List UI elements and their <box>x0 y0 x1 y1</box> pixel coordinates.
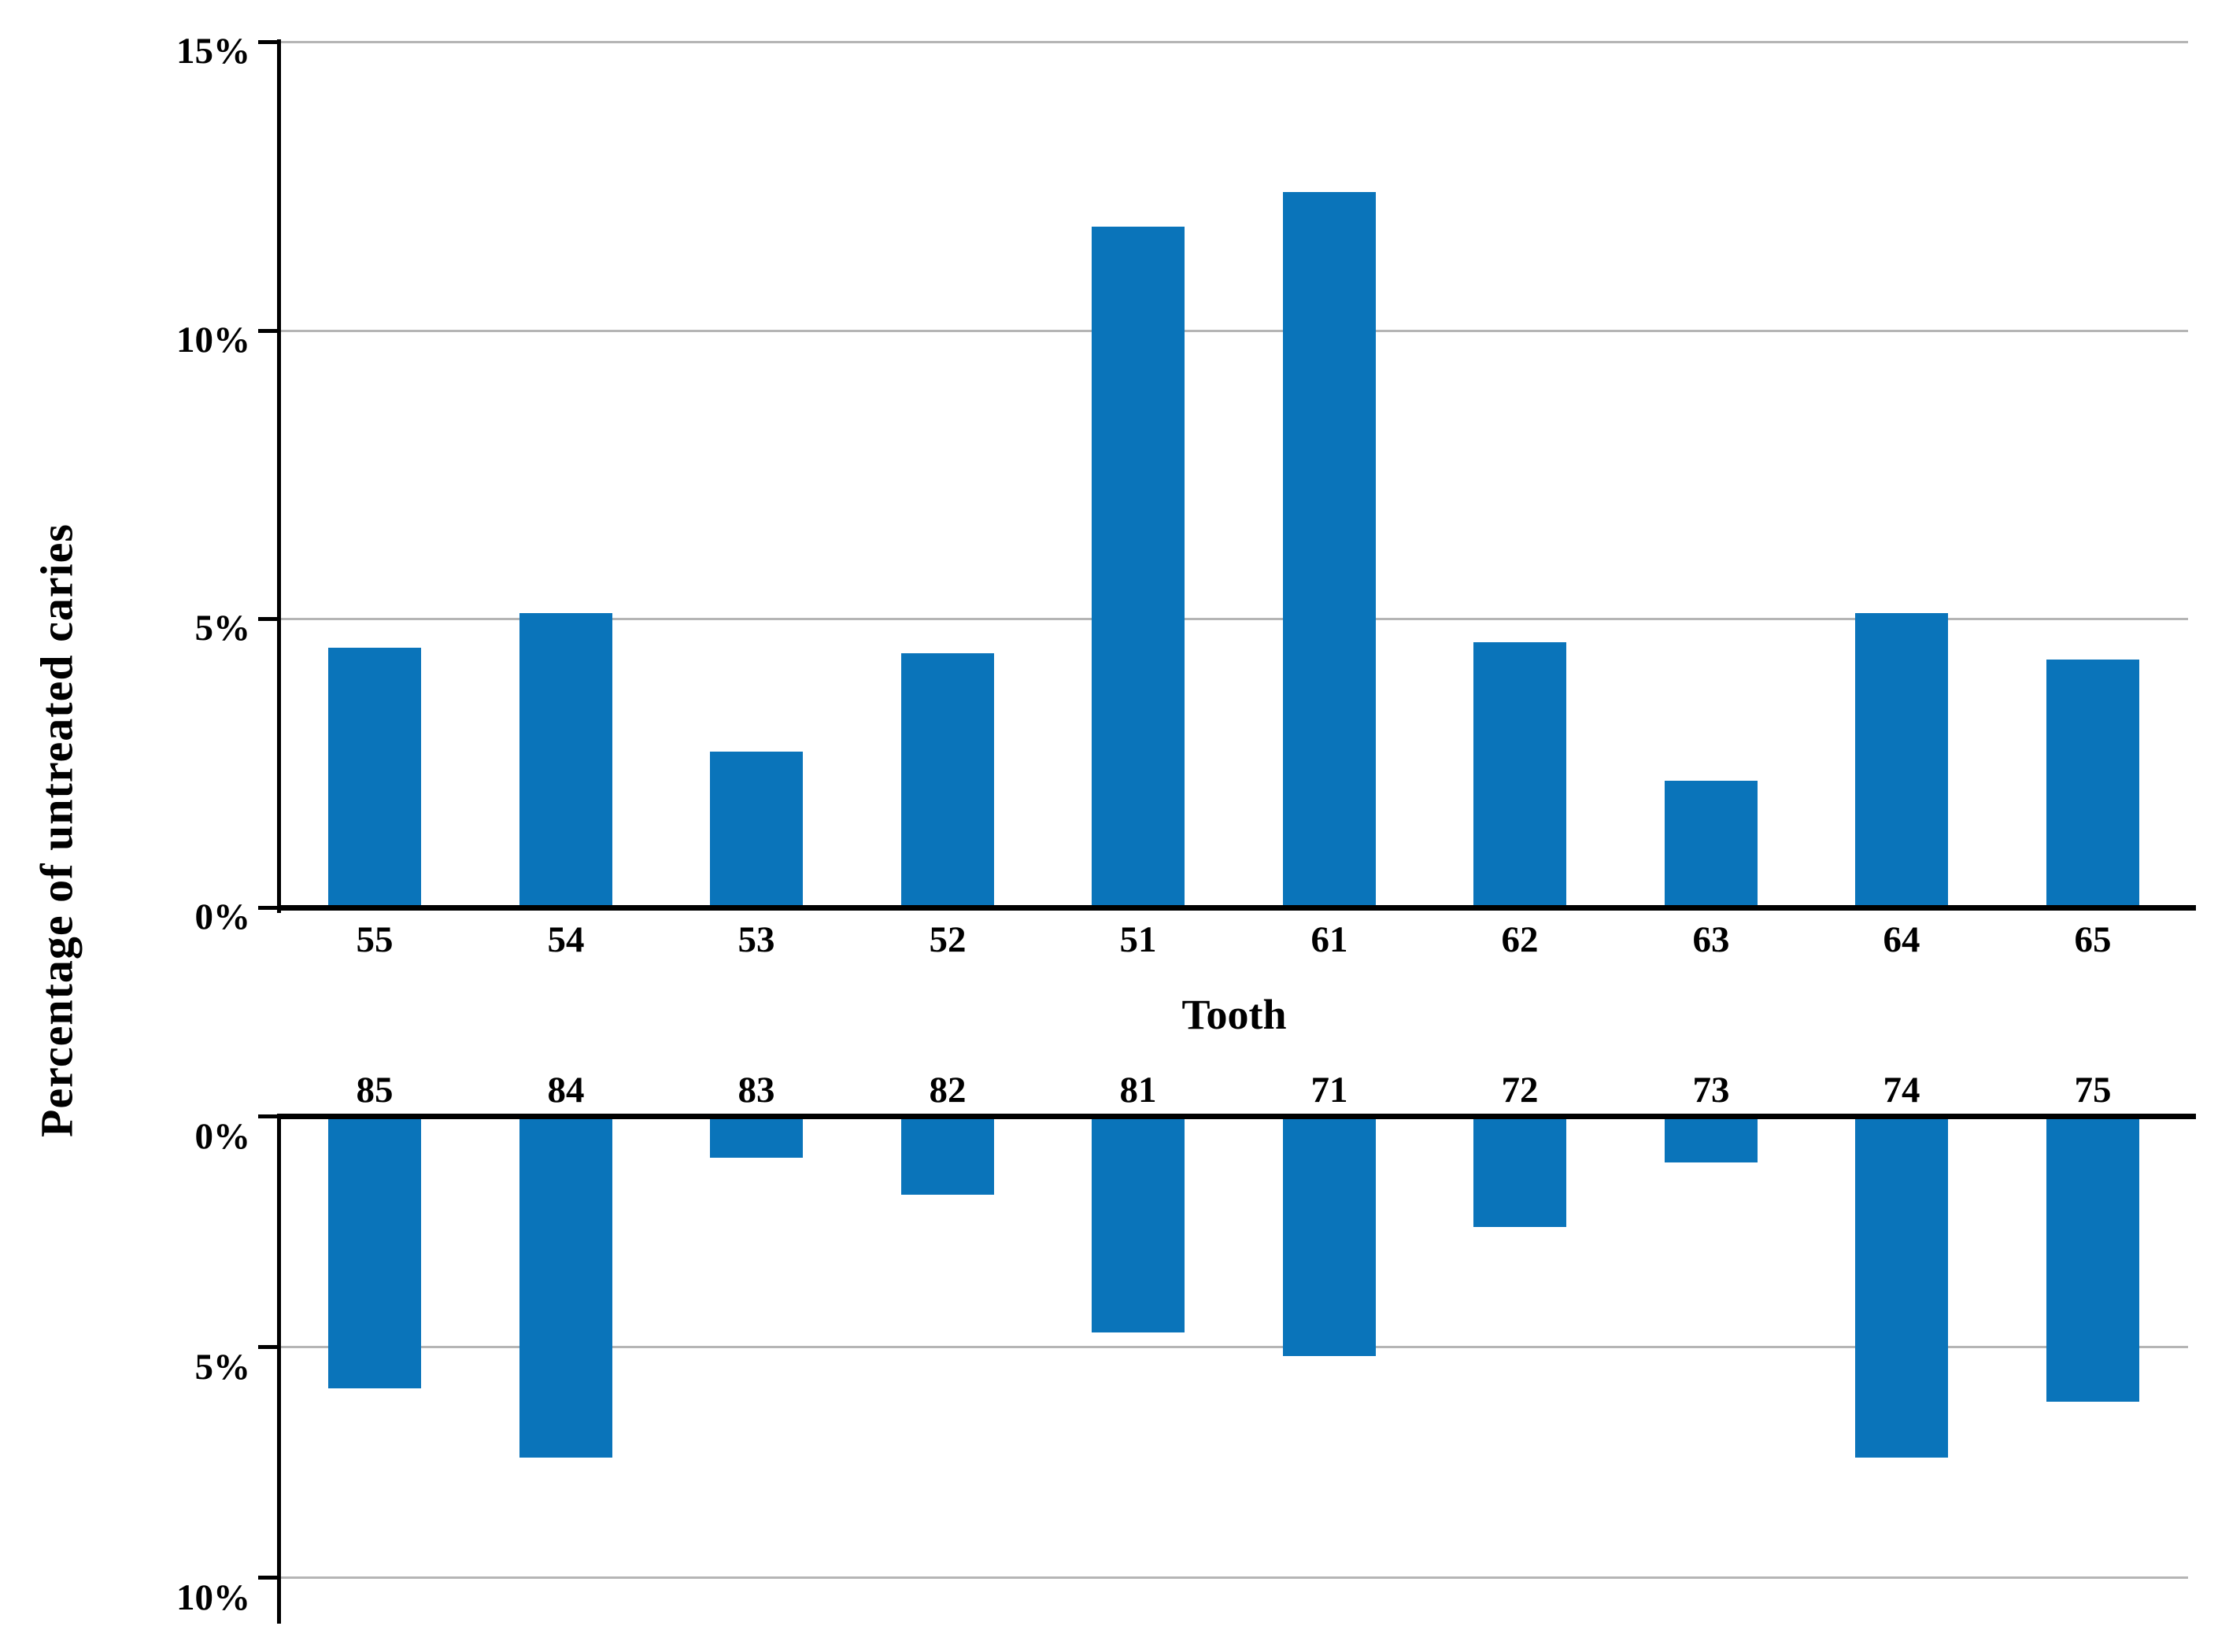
category-label-85: 85 <box>356 1070 394 1111</box>
category-label-72: 72 <box>1501 1070 1539 1111</box>
gridline-primary-lower-teeth-5pct <box>279 1346 2188 1348</box>
y-tick-primary-lower-teeth-5pct <box>258 1345 279 1349</box>
bar-74 <box>1855 1116 1948 1458</box>
category-label-83: 83 <box>737 1070 775 1111</box>
category-label-73: 73 <box>1692 1070 1730 1111</box>
y-tick-primary-upper-teeth-0pct <box>258 906 279 910</box>
y-tick-primary-lower-teeth-0pct <box>258 1114 279 1118</box>
category-label-71: 71 <box>1310 1070 1348 1111</box>
bar-65 <box>2046 660 2139 907</box>
gridline-primary-lower-teeth-10pct <box>279 1576 2188 1579</box>
bar-62 <box>1473 642 1566 907</box>
bar-83 <box>710 1116 803 1158</box>
category-label-53: 53 <box>737 919 775 960</box>
bar-73 <box>1665 1116 1758 1162</box>
bar-53 <box>710 752 803 907</box>
gridline-primary-upper-teeth-5pct <box>279 618 2188 621</box>
y-tick-label-primary-upper-teeth-15pct: 15% <box>176 31 250 72</box>
gridline-primary-upper-teeth-15pct <box>279 41 2188 44</box>
bar-71 <box>1283 1116 1376 1356</box>
zero-axis-primary-lower-teeth <box>277 1114 2196 1119</box>
gridline-primary-upper-teeth-10pct <box>279 329 2188 332</box>
y-tick-label-primary-lower-teeth-0pct: 0% <box>194 1116 251 1157</box>
y-axis-line-primary-lower-teeth <box>277 1116 281 1624</box>
bar-55 <box>328 648 421 907</box>
y-axis-line-primary-upper-teeth <box>277 39 281 913</box>
category-label-65: 65 <box>2074 919 2112 960</box>
bar-52 <box>901 653 994 907</box>
y-axis-title: Percentage of untreated caries <box>31 523 83 1137</box>
category-label-55: 55 <box>356 919 394 960</box>
category-label-82: 82 <box>929 1070 967 1111</box>
category-label-64: 64 <box>1883 919 1920 960</box>
bar-54 <box>519 613 612 907</box>
bar-81 <box>1092 1116 1185 1332</box>
y-tick-primary-upper-teeth-15pct <box>258 40 279 45</box>
y-tick-primary-upper-teeth-5pct <box>258 617 279 622</box>
category-label-63: 63 <box>1692 919 1730 960</box>
bar-75 <box>2046 1116 2139 1402</box>
category-label-74: 74 <box>1883 1070 1920 1111</box>
category-label-52: 52 <box>929 919 967 960</box>
category-label-81: 81 <box>1119 1070 1157 1111</box>
category-label-54: 54 <box>547 919 585 960</box>
y-tick-label-primary-lower-teeth-10pct: 10% <box>176 1577 250 1618</box>
zero-axis-primary-upper-teeth <box>277 905 2196 911</box>
bar-51 <box>1092 227 1185 907</box>
x-axis-title: Tooth <box>1181 991 1287 1038</box>
y-tick-label-primary-upper-teeth-10pct: 10% <box>176 319 250 360</box>
y-tick-label-primary-upper-teeth-0pct: 0% <box>194 896 251 937</box>
category-label-51: 51 <box>1119 919 1157 960</box>
bar-63 <box>1665 781 1758 907</box>
category-label-84: 84 <box>547 1070 585 1111</box>
bar-85 <box>328 1116 421 1388</box>
y-tick-label-primary-upper-teeth-5pct: 5% <box>194 608 251 649</box>
bar-82 <box>901 1116 994 1195</box>
category-label-61: 61 <box>1310 919 1348 960</box>
y-tick-label-primary-lower-teeth-5pct: 5% <box>194 1347 251 1388</box>
y-tick-primary-upper-teeth-10pct <box>258 328 279 333</box>
bar-84 <box>519 1116 612 1458</box>
y-tick-primary-lower-teeth-10pct <box>258 1576 279 1580</box>
bar-72 <box>1473 1116 1566 1227</box>
bar-61 <box>1283 192 1376 907</box>
category-label-75: 75 <box>2074 1070 2112 1111</box>
category-label-62: 62 <box>1501 919 1539 960</box>
bar-64 <box>1855 613 1948 907</box>
